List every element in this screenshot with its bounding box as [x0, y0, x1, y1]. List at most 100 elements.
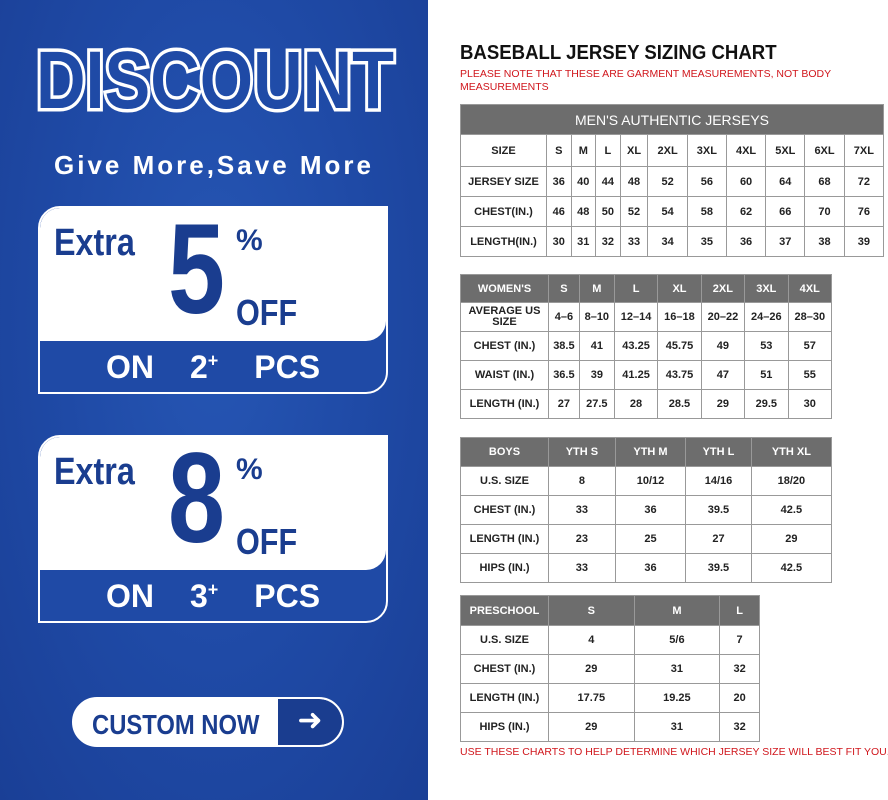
- table-cell: 36: [725, 226, 767, 257]
- mens-table: MEN'S AUTHENTIC JERSEYS SIZE S M L XL 2XL 3XL 4X…: [460, 104, 885, 257]
- table-cell: 54: [647, 196, 688, 227]
- table-cell: 14/16: [685, 466, 752, 496]
- table-cell: LENGTH (IN.): [460, 389, 549, 419]
- table-cell: 19.25: [633, 683, 721, 713]
- promo-panel: DISCOUNT Give More,Save More Extra 5 % O…: [0, 0, 428, 800]
- svg-text:DISCOUNT: DISCOUNT: [36, 38, 394, 118]
- table-cell: 37: [765, 226, 806, 257]
- table-cell: 62: [725, 196, 767, 227]
- table-cell: 28: [613, 389, 659, 419]
- table-cell: 38: [804, 226, 845, 257]
- boys-table: BOYS YTH S YTH M YTH L YTH XL U.S. SIZE 8 10/12…: [460, 437, 833, 583]
- button-label: CUSTOM NOW: [92, 709, 260, 740]
- table-cell: 41: [578, 331, 615, 361]
- offer-prefix: Extra: [54, 451, 135, 493]
- table-cell: CHEST (IN.): [460, 331, 549, 361]
- table-cell: 27.5: [578, 389, 615, 419]
- table-cell: CHEST (IN.): [460, 654, 549, 684]
- table-cell: 4XL: [725, 134, 767, 167]
- table-cell: 46: [546, 196, 572, 227]
- header-cell: YTH M: [614, 437, 687, 467]
- table-cell: 42.5: [750, 495, 833, 525]
- header-cell: M: [578, 274, 615, 303]
- table-cell: 4: [548, 625, 635, 655]
- table-row: CHEST (IN.) 29 31 32: [460, 654, 760, 684]
- table-cell: S: [546, 134, 572, 167]
- table-cell: 20: [719, 683, 760, 713]
- table-cell: 5XL: [765, 134, 806, 167]
- table-cell: 33: [619, 226, 649, 257]
- table-cell: 7XL: [843, 134, 885, 167]
- pcs-label: PCS: [254, 349, 321, 385]
- table-row: SIZE S M L XL 2XL 3XL 4XL 5XL 6XL 7XL: [460, 134, 885, 167]
- table-row: CHEST (IN.) 38.5 41 43.25 45.75 49 53 57: [460, 331, 833, 361]
- table-cell: XL: [619, 134, 649, 167]
- table-cell: 50: [595, 196, 621, 227]
- table-cell: 30: [787, 389, 833, 419]
- table-cell: 68: [804, 166, 845, 197]
- table-cell: 7: [719, 625, 760, 655]
- table-row: U.S. SIZE 8 10/12 14/16 18/20: [460, 466, 833, 496]
- table-cell: 8: [548, 466, 616, 496]
- table-cell: L: [595, 134, 621, 167]
- table-cell: 29.5: [744, 389, 789, 419]
- table-cell: 48: [619, 166, 649, 197]
- header-cell: XL: [657, 274, 702, 303]
- offer-off: OFF: [236, 521, 298, 562]
- table-cell: 64: [765, 166, 806, 197]
- offer-off: OFF: [236, 292, 298, 333]
- table-cell: 43.25: [613, 331, 659, 361]
- table-cell: HIPS (IN.): [460, 712, 549, 742]
- table-cell: 48: [570, 196, 597, 227]
- table-cell: AVERAGE US SIZE: [460, 302, 549, 332]
- table-cell: 33: [548, 553, 616, 583]
- table-cell: 24–26: [744, 302, 789, 332]
- discount-headline: DISCOUNT: [33, 38, 398, 118]
- header-cell: 4XL: [787, 274, 833, 303]
- custom-now-button[interactable]: CUSTOM NOW ➜: [72, 697, 344, 747]
- table-cell: 36: [614, 495, 687, 525]
- table-cell: 25: [614, 524, 687, 554]
- table-cell: 5/6: [633, 625, 721, 655]
- table-cell: 40: [570, 166, 597, 197]
- table-cell: 39.5: [685, 495, 752, 525]
- table-cell: 31: [633, 654, 721, 684]
- table-cell: 27: [685, 524, 752, 554]
- header-cell: BOYS: [460, 437, 549, 467]
- table-row: LENGTH (IN.) 17.75 19.25 20: [460, 683, 760, 713]
- table-cell: 4–6: [548, 302, 580, 332]
- table-cell: 28.5: [657, 389, 702, 419]
- table-title: MEN'S AUTHENTIC JERSEYS: [460, 104, 884, 135]
- table-cell: 29: [548, 654, 635, 684]
- on-label: ON: [105, 349, 154, 385]
- table-cell: 72: [843, 166, 885, 197]
- offer-card-1: Extra 5 % OFF ON 2+ PCS: [38, 206, 388, 394]
- table-row: WAIST (IN.) 36.5 39 41.25 43.75 47 51 55: [460, 360, 833, 390]
- table-cell: 66: [765, 196, 806, 227]
- footer-note: USE THESE CHARTS TO HELP DETERMINE WHICH…: [460, 746, 888, 758]
- table-cell: 29: [750, 524, 833, 554]
- table-cell: LENGTH(IN.): [460, 226, 547, 257]
- offer-prefix: Extra: [54, 222, 135, 264]
- offer-value: 8: [168, 435, 225, 570]
- table-cell: LENGTH (IN.): [460, 524, 549, 554]
- table-cell: 52: [647, 166, 688, 197]
- table-row: AVERAGE US SIZE 4–6 8–10 12–14 16–18 20–22 24–…: [460, 302, 833, 332]
- header-cell: PRESCHOOL: [460, 595, 549, 626]
- table-cell: 41.25: [613, 360, 659, 390]
- table-cell: 17.75: [548, 683, 635, 713]
- table-cell: 39: [578, 360, 615, 390]
- offer-value: 5: [168, 206, 225, 341]
- table-cell: SIZE: [460, 134, 547, 167]
- table-cell: HIPS (IN.): [460, 553, 549, 583]
- offer-percent: %: [236, 453, 263, 486]
- table-cell: CHEST (IN.): [460, 495, 549, 525]
- garment-note: PLEASE NOTE THAT THESE ARE GARMENT MEASU…: [460, 68, 831, 93]
- table-cell: 16–18: [657, 302, 702, 332]
- header-cell: 2XL: [700, 274, 746, 303]
- table-cell: 12–14: [613, 302, 659, 332]
- table-cell: 23: [548, 524, 616, 554]
- table-row: CHEST (IN.) 33 36 39.5 42.5: [460, 495, 833, 525]
- table-cell: 47: [700, 360, 746, 390]
- table-cell: 51: [744, 360, 789, 390]
